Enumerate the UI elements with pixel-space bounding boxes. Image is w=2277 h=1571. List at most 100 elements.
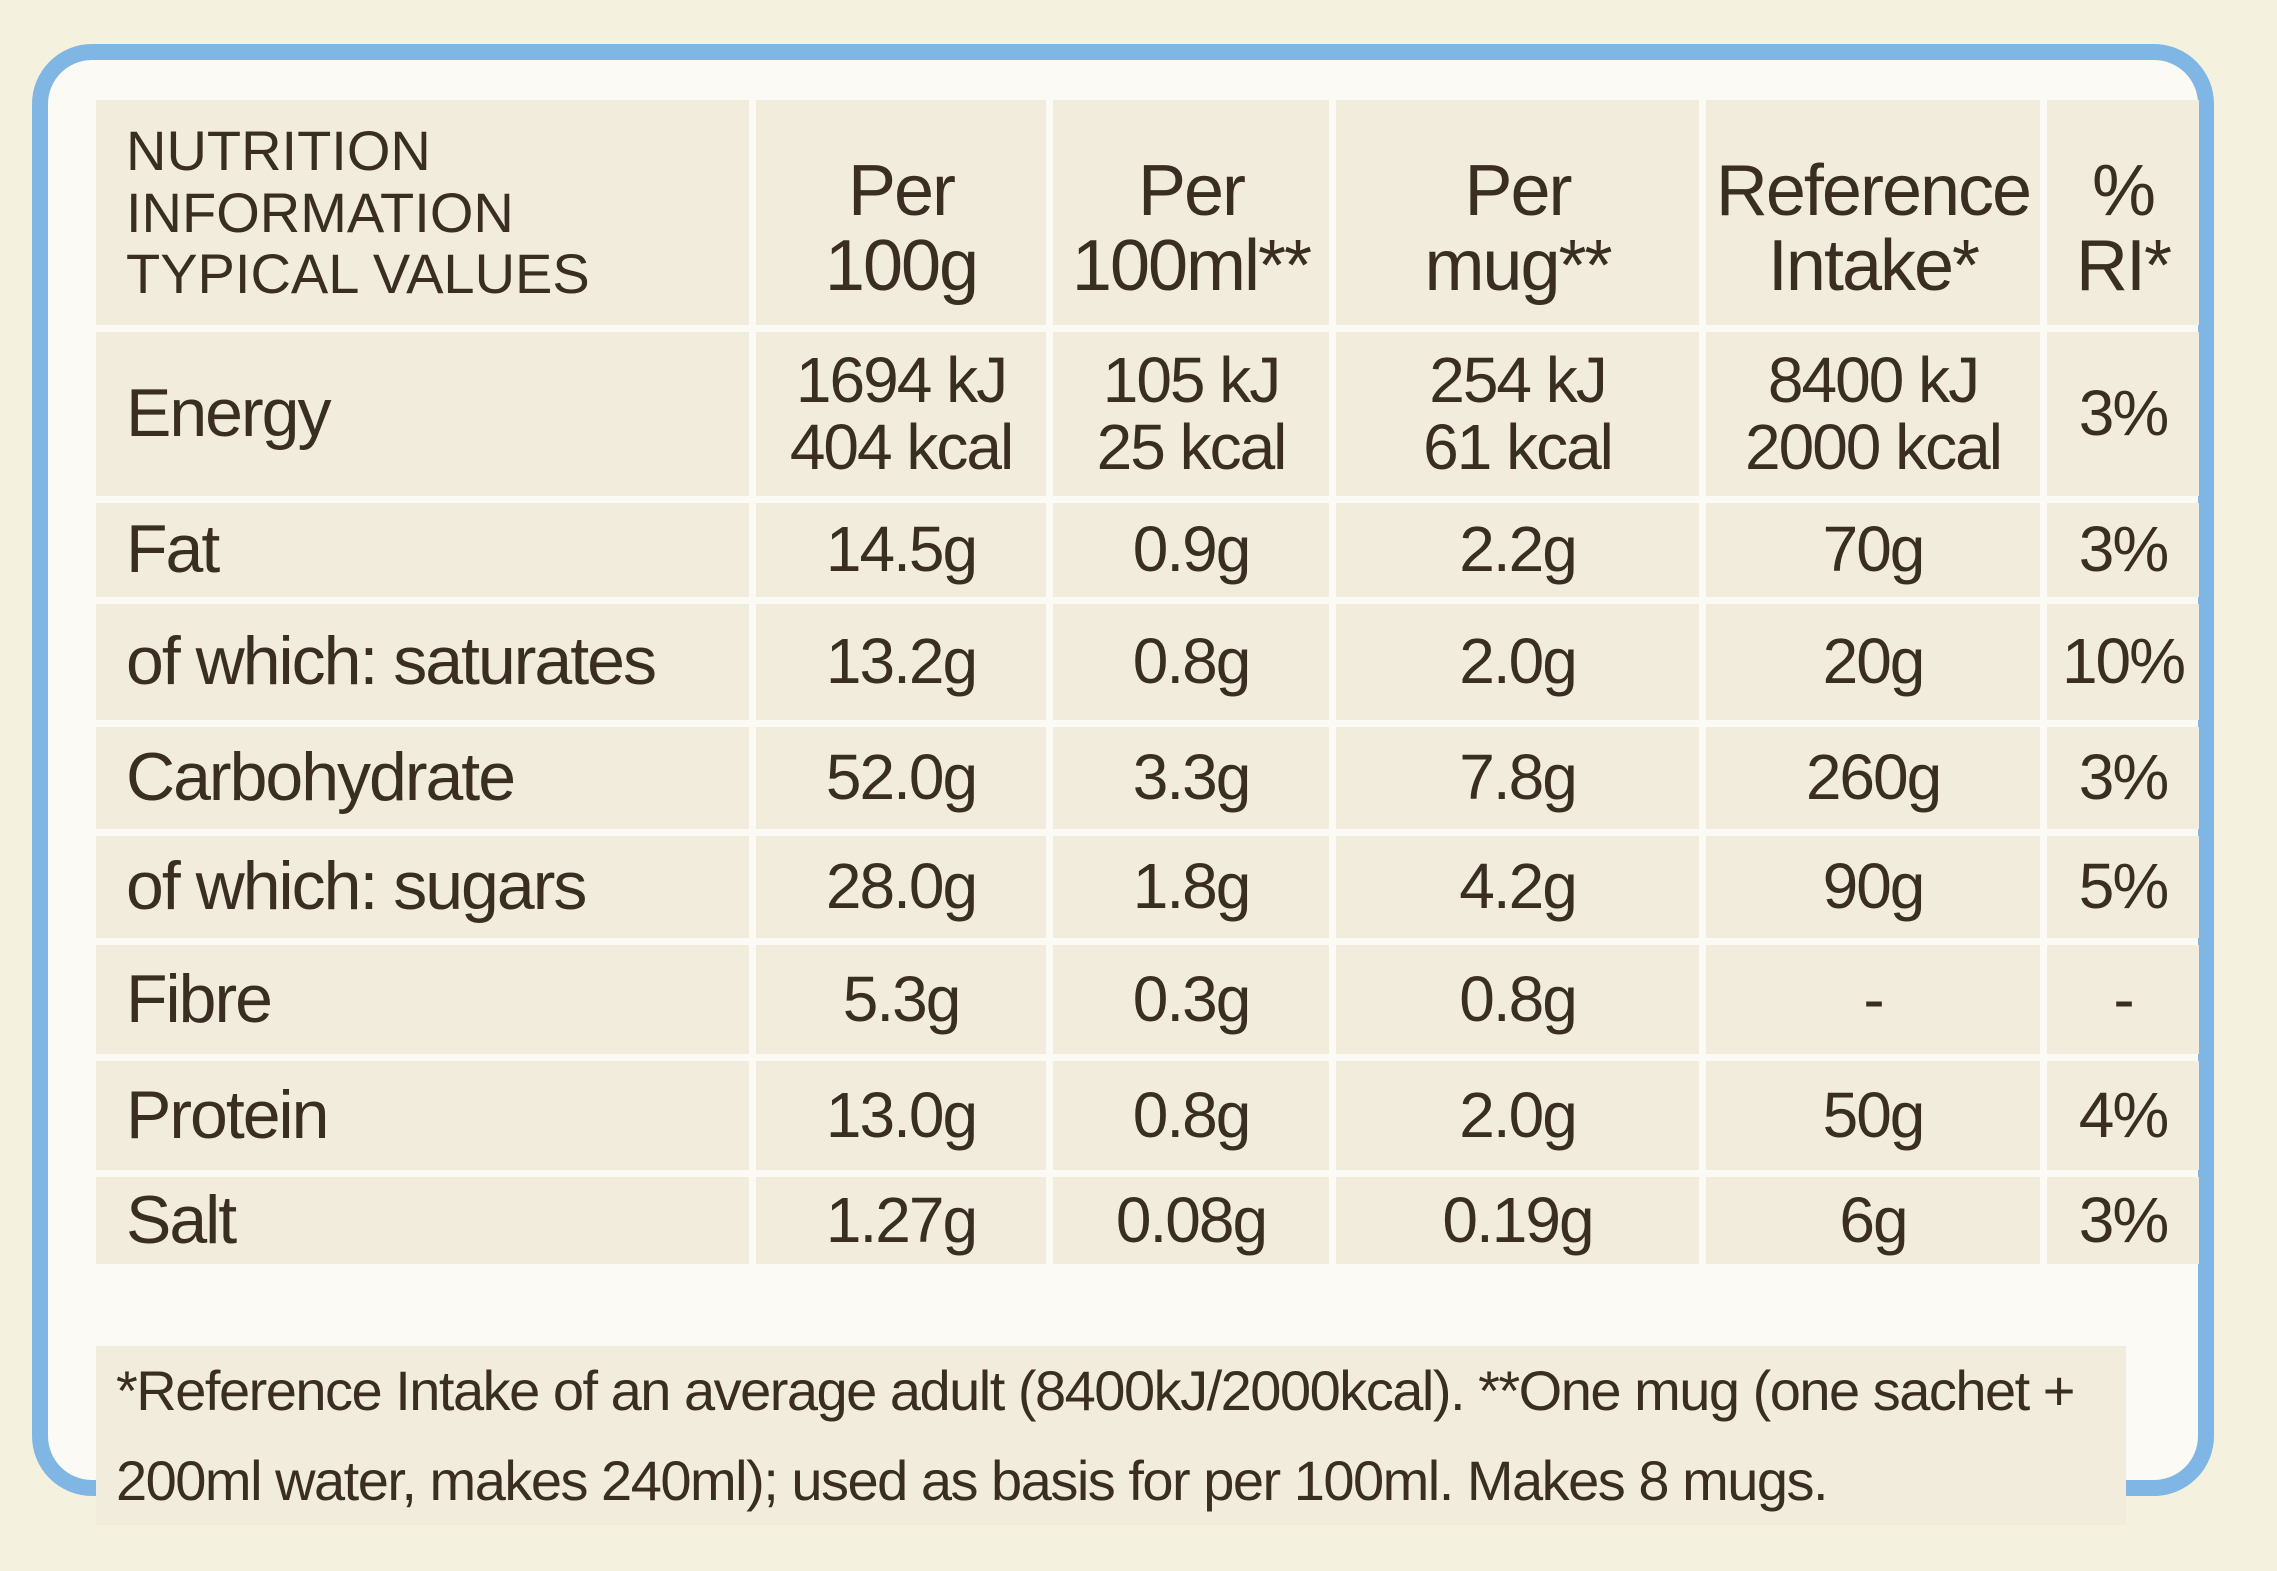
cell-text: 105 kJ <box>1102 343 1282 416</box>
value-cell: 13.2g <box>756 604 1046 720</box>
cell-text: TYPICAL VALUES <box>126 242 590 306</box>
value-cell: 4.2g <box>1336 836 1699 938</box>
value-cell: 13.0g <box>756 1061 1046 1170</box>
value-cell: 3.3g <box>1053 727 1329 829</box>
cell-text: - <box>2113 962 2134 1035</box>
row-label: Energy <box>96 332 749 496</box>
value-cell: 3% <box>2047 727 2199 829</box>
value-cell: 28.0g <box>756 836 1046 938</box>
cell-text: 28.0g <box>825 850 978 923</box>
value-cell: - <box>1706 945 2040 1054</box>
value-cell: 3% <box>2047 503 2199 597</box>
cell-text: 8400 kJ <box>1767 343 1980 416</box>
value-cell: 254 kJ 61 kcal <box>1336 332 1699 496</box>
value-cell: 0.9g <box>1053 503 1329 597</box>
value-cell: 260g <box>1706 727 2040 829</box>
cell-text: 3% <box>2078 741 2169 814</box>
value-cell: 0.19g <box>1336 1177 1699 1264</box>
value-cell: 1694 kJ 404 kcal <box>756 332 1046 496</box>
cell-text: 5.3g <box>842 962 962 1035</box>
cell-text: 3% <box>2078 377 2169 450</box>
cell-text: 0.8g <box>1132 1078 1252 1151</box>
cell-text: Intake* <box>1767 226 1980 307</box>
value-cell: 0.8g <box>1053 604 1329 720</box>
row-label: Carbohydrate <box>96 727 749 829</box>
value-cell: 6g <box>1706 1177 2040 1264</box>
cell-text: 2.0g <box>1459 1078 1578 1151</box>
cell-text: 100g <box>824 226 979 307</box>
cell-text: 5% <box>2078 850 2169 923</box>
cell-text: 2.2g <box>1459 513 1578 586</box>
header-cell: Per mug** <box>1336 100 1699 325</box>
cell-text: 14.5g <box>825 513 978 586</box>
cell-text: 70g <box>1822 513 1926 586</box>
value-cell: 5% <box>2047 836 2199 938</box>
cell-text: RI* <box>2075 226 2172 307</box>
nutrition-panel: NUTRITION INFORMATION TYPICAL VALUES Per 100… <box>32 44 2214 1526</box>
value-cell: 3% <box>2047 332 2199 496</box>
cell-text: 1694 kJ <box>795 343 1008 416</box>
header-cell: % RI* <box>2047 100 2199 325</box>
row-label: Protein <box>96 1061 749 1170</box>
row-label: Fat <box>96 503 749 597</box>
cell-text: 7.8g <box>1459 741 1578 814</box>
cell-text: 1.27g <box>825 1183 978 1256</box>
cell-text: 25 kcal <box>1096 411 1288 483</box>
cell-text: 61 kcal <box>1423 411 1614 483</box>
value-cell: 2.0g <box>1336 604 1699 720</box>
cell-text: Reference <box>1715 150 2032 231</box>
value-cell: 14.5g <box>756 503 1046 597</box>
nutrition-table: NUTRITION INFORMATION TYPICAL VALUES Per 100… <box>96 100 2199 1264</box>
cell-text: 0.08g <box>1115 1183 1268 1256</box>
value-cell: 4% <box>2047 1061 2199 1170</box>
cell-text: 2000 kcal <box>1745 411 2003 483</box>
value-cell: 105 kJ 25 kcal <box>1053 332 1329 496</box>
value-cell: 1.8g <box>1053 836 1329 938</box>
value-cell: 20g <box>1706 604 2040 720</box>
value-cell: 2.0g <box>1336 1061 1699 1170</box>
cell-text: 4.2g <box>1459 850 1578 923</box>
row-label: Salt <box>96 1177 749 1264</box>
value-cell: 0.08g <box>1053 1177 1329 1264</box>
cell-text: - <box>1863 962 1884 1035</box>
cell-text: 6g <box>1839 1183 1908 1256</box>
row-label: of which: sugars <box>96 836 749 938</box>
value-cell: 90g <box>1706 836 2040 938</box>
cell-text: 0.8g <box>1132 625 1252 698</box>
cell-text: 90g <box>1822 850 1926 923</box>
value-cell: 3% <box>2047 1177 2199 1264</box>
header-cell: NUTRITION INFORMATION TYPICAL VALUES <box>96 100 749 325</box>
value-cell: 0.3g <box>1053 945 1329 1054</box>
cell-text: Per <box>847 150 956 231</box>
value-cell: 7.8g <box>1336 727 1699 829</box>
footnote: *Reference Intake of an average adult (8… <box>96 1346 2126 1526</box>
cell-text: 1.8g <box>1132 850 1252 923</box>
cell-text: NUTRITION <box>126 119 431 183</box>
value-cell: 5.3g <box>756 945 1046 1054</box>
cell-text: 0.8g <box>1459 962 1578 1035</box>
value-cell: 0.8g <box>1336 945 1699 1054</box>
cell-text: 0.3g <box>1132 962 1252 1035</box>
header-cell: Per 100ml** <box>1053 100 1329 325</box>
cell-text: 13.0g <box>825 1078 978 1151</box>
value-cell: 2.2g <box>1336 503 1699 597</box>
row-label: of which: saturates <box>96 604 749 720</box>
value-cell: 50g <box>1706 1061 2040 1170</box>
value-cell: 1.27g <box>756 1177 1046 1264</box>
header-cell: Reference Intake* <box>1706 100 2040 325</box>
cell-text: 3% <box>2078 1183 2169 1256</box>
cell-text: 13.2g <box>825 625 978 698</box>
cell-text: 50g <box>1822 1078 1926 1151</box>
cell-text: Per <box>1464 150 1572 231</box>
value-cell: 52.0g <box>756 727 1046 829</box>
value-cell: 0.8g <box>1053 1061 1329 1170</box>
value-cell: - <box>2047 945 2199 1054</box>
cell-text: Per <box>1137 150 1246 231</box>
cell-text: 100ml** <box>1071 226 1312 307</box>
cell-text: 4% <box>2078 1078 2169 1151</box>
cell-text: % <box>2091 150 2156 231</box>
cell-text: 0.9g <box>1132 513 1252 586</box>
row-label: Fibre <box>96 945 749 1054</box>
header-cell: Per 100g <box>756 100 1046 325</box>
